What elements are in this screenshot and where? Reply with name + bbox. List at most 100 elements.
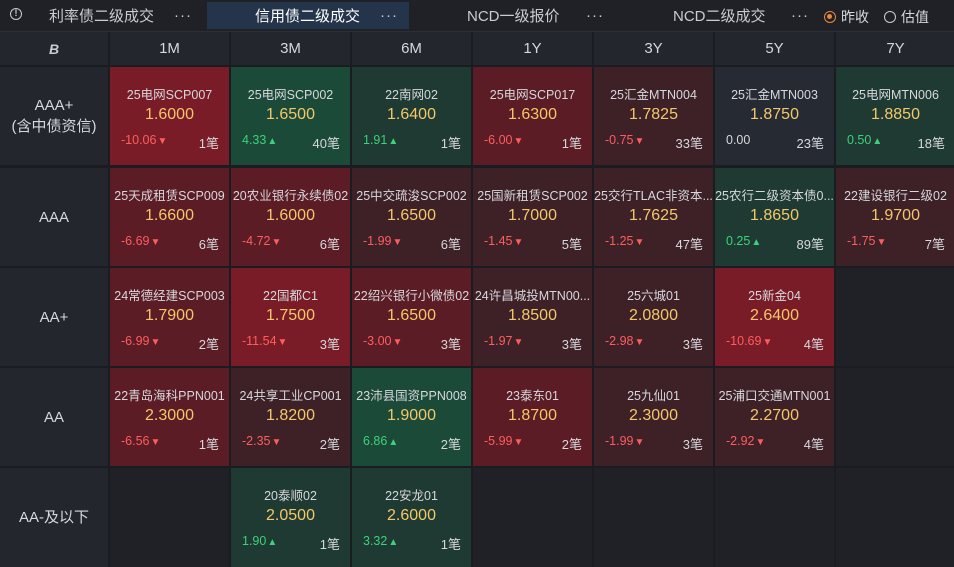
- yield-change-value: 1.91: [363, 133, 388, 147]
- rating-label: AAA: [38, 208, 69, 226]
- bond-cell[interactable]: 23泰东01 1.8700 -5.99▼ 2笔: [473, 368, 592, 466]
- bond-cell[interactable]: 25六城01 2.0800 -2.98▼ 3笔: [594, 268, 713, 366]
- bond-yield: 2.3000: [145, 407, 194, 424]
- bond-cell[interactable]: 24共享工业CP001 1.8200 -2.35▼ 2笔: [231, 368, 350, 466]
- tab-ncd-primary-quotes[interactable]: NCD一级报价: [412, 2, 612, 29]
- arrow-down-icon: ▼: [634, 237, 645, 248]
- bond-yield: 1.6400: [387, 106, 436, 123]
- bond-cell[interactable]: 25九仙01 2.3000 -1.99▼ 3笔: [594, 368, 713, 466]
- bond-yield: 1.8200: [266, 407, 315, 424]
- rating-label: AA+: [39, 308, 69, 326]
- row-header: AA-及以下: [0, 468, 108, 567]
- tab-credit-bond-trades[interactable]: 信用债二级成交: [207, 2, 409, 29]
- tab-menu-icon[interactable]: ···: [586, 7, 604, 24]
- column-header-3y[interactable]: 3Y: [594, 32, 713, 65]
- yield-change-value: -1.99: [363, 234, 392, 248]
- bond-cell[interactable]: 22南网02 1.6400 1.91▲ 1笔: [352, 67, 471, 165]
- bond-cell[interactable]: 25电网SCP007 1.6000 -10.06▼ 1笔: [110, 67, 229, 165]
- trade-count: 47笔: [675, 237, 703, 252]
- bond-cell[interactable]: 25浦口交通MTN001 2.2700 -2.92▼ 4笔: [715, 368, 834, 466]
- yield-change: 6.86▲: [363, 434, 398, 448]
- yield-change-value: -10.06: [121, 133, 157, 147]
- trade-count: 6笔: [440, 237, 461, 252]
- yield-change: -6.99▼: [121, 334, 160, 348]
- bond-name: 22绍兴银行小微债02: [353, 289, 470, 303]
- bond-yield: 1.6500: [266, 106, 315, 123]
- bond-yield: 2.2700: [750, 407, 799, 424]
- tab-ncd-secondary-trades[interactable]: NCD二级成交: [618, 2, 818, 29]
- yield-change-value: 4.33: [242, 133, 267, 147]
- tab-label: 信用债二级成交: [255, 8, 361, 25]
- radio-valuation[interactable]: 估值: [884, 7, 929, 27]
- trade-count: 1笔: [440, 136, 461, 151]
- bond-cell[interactable]: 25电网MTN006 1.8850 0.50▲ 18笔: [836, 67, 954, 165]
- bond-name: 25电网SCP007: [126, 88, 213, 102]
- tab-menu-icon[interactable]: ···: [791, 7, 809, 24]
- bond-cell[interactable]: 22国都C1 1.7500 -11.54▼ 3笔: [231, 268, 350, 366]
- bond-yield: 1.8650: [750, 207, 799, 224]
- bond-yield: 1.8500: [508, 307, 557, 324]
- trade-count: 7笔: [924, 237, 945, 252]
- yield-change-value: -1.97: [484, 334, 513, 348]
- column-header-3m[interactable]: 3M: [231, 32, 350, 65]
- yield-change-value: 0.00: [726, 133, 751, 147]
- bond-cell[interactable]: 25交行TLAC非资本... 1.7625 -1.25▼ 47笔: [594, 168, 713, 266]
- bond-cell[interactable]: 25中交疏浚SCP002 1.6500 -1.99▼ 6笔: [352, 168, 471, 266]
- rating-label: AA-及以下: [18, 509, 89, 526]
- trade-count: 1笔: [198, 437, 219, 452]
- bond-name: 25交行TLAC非资本...: [594, 189, 713, 203]
- bond-cell[interactable]: 25国新租赁SCP002 1.7000 -1.45▼ 5笔: [473, 168, 592, 266]
- bond-cell[interactable]: 20农业银行永续债02 1.6000 -4.72▼ 6笔: [231, 168, 350, 266]
- trade-count: 3笔: [561, 337, 582, 352]
- yield-change: -6.69▼: [121, 234, 160, 248]
- bond-cell[interactable]: 25电网SCP002 1.6500 4.33▲ 40笔: [231, 67, 350, 165]
- yield-change: -0.75▼: [605, 133, 644, 147]
- bond-name: 24许昌城投MTN00...: [474, 289, 591, 303]
- radio-label: 昨收: [841, 9, 869, 25]
- bond-cell[interactable]: 25汇金MTN003 1.8750 0.00 23笔: [715, 67, 834, 165]
- bond-cell[interactable]: 22安龙01 2.6000 3.32▲ 1笔: [352, 468, 471, 567]
- arrow-down-icon: ▼: [634, 136, 645, 147]
- grid-cell-empty: [110, 468, 229, 567]
- bond-name: 25天成租赁SCP009: [114, 189, 225, 203]
- yield-change: -10.06▼: [121, 133, 167, 147]
- bond-cell[interactable]: 25农行二级资本债0... 1.8650 0.25▲ 89笔: [715, 168, 834, 266]
- bond-yield: 1.9000: [387, 407, 436, 424]
- bond-cell[interactable]: 22青岛海科PPN001 2.3000 -6.56▼ 1笔: [110, 368, 229, 466]
- column-header-6m[interactable]: 6M: [352, 32, 471, 65]
- tab-menu-icon[interactable]: ···: [380, 7, 398, 24]
- column-header-1y[interactable]: 1Y: [473, 32, 592, 65]
- trade-count: 1笔: [319, 537, 340, 552]
- yield-change: -5.99▼: [484, 434, 523, 448]
- info-icon[interactable]: !: [10, 8, 22, 20]
- bond-cell[interactable]: 24常德经建SCP003 1.7900 -6.99▼ 2笔: [110, 268, 229, 366]
- tab-rate-bond-trades[interactable]: 利率债二级成交: [32, 2, 204, 29]
- column-header-1m[interactable]: 1M: [110, 32, 229, 65]
- bond-name: 25国新租赁SCP002: [477, 189, 588, 203]
- column-header-5y[interactable]: 5Y: [715, 32, 834, 65]
- yield-change-value: 0.25: [726, 234, 751, 248]
- arrow-up-icon: ▲: [751, 237, 762, 248]
- yield-change-value: 0.50: [847, 133, 872, 147]
- column-header-7y[interactable]: 7Y: [836, 32, 954, 65]
- bond-cell[interactable]: 25天成租赁SCP009 1.6600 -6.69▼ 6笔: [110, 168, 229, 266]
- bond-cell[interactable]: 22建设银行二级02 1.9700 -1.75▼ 7笔: [836, 168, 954, 266]
- tab-menu-icon[interactable]: ···: [174, 7, 192, 24]
- bond-cell[interactable]: 25新金04 2.6400 -10.69▼ 4笔: [715, 268, 834, 366]
- bond-name: 22南网02: [385, 88, 438, 102]
- bond-cell[interactable]: 20泰顺02 2.0500 1.90▲ 1笔: [231, 468, 350, 567]
- arrow-down-icon: ▼: [513, 337, 524, 348]
- trade-count: 2笔: [440, 437, 461, 452]
- rating-label: AA: [43, 408, 64, 426]
- yield-change: -10.69▼: [726, 334, 772, 348]
- bond-cell[interactable]: 23沛县国资PPN008 1.9000 6.86▲ 2笔: [352, 368, 471, 466]
- bond-cell[interactable]: 25电网SCP017 1.6300 -6.00▼ 1笔: [473, 67, 592, 165]
- bond-yield: 1.7000: [508, 207, 557, 224]
- radio-prev-close[interactable]: 昨收: [824, 7, 869, 27]
- yield-change: -3.00▼: [363, 334, 402, 348]
- bond-cell[interactable]: 24许昌城投MTN00... 1.8500 -1.97▼ 3笔: [473, 268, 592, 366]
- arrow-down-icon: ▼: [392, 237, 403, 248]
- yield-change: -1.45▼: [484, 234, 523, 248]
- bond-cell[interactable]: 25汇金MTN004 1.7825 -0.75▼ 33笔: [594, 67, 713, 165]
- bond-cell[interactable]: 22绍兴银行小微债02 1.6500 -3.00▼ 3笔: [352, 268, 471, 366]
